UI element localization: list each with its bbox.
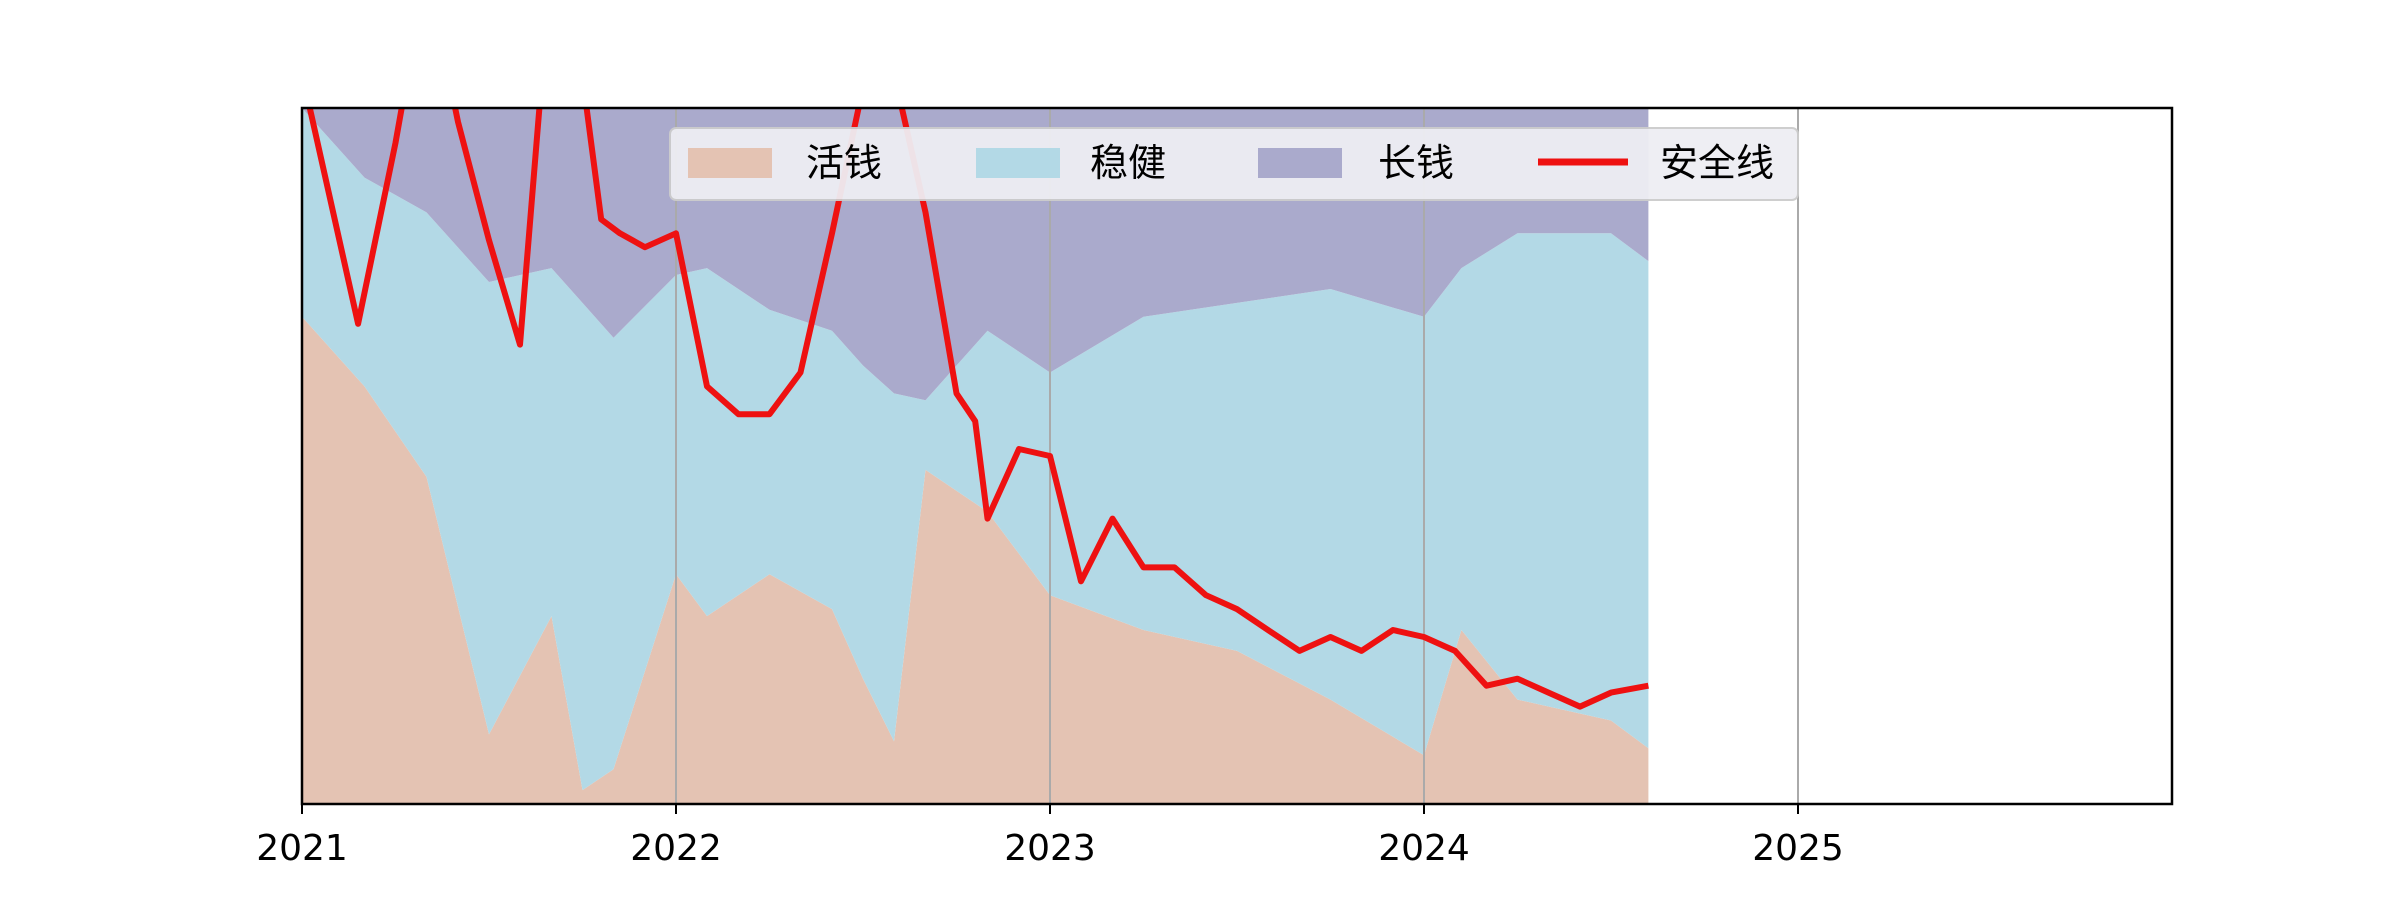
legend-label-changqian: 长钱 xyxy=(1378,141,1454,185)
safety-line xyxy=(306,108,1649,710)
x-tick-label-2023: 2023 xyxy=(1004,828,1096,869)
area-huoqian xyxy=(302,316,1649,804)
x-tick-label-2021: 2021 xyxy=(256,828,348,869)
x-tick-label-2022: 2022 xyxy=(630,828,722,869)
legend-box xyxy=(669,127,1799,201)
safety-line-group xyxy=(306,108,1649,710)
legend-swatch-changqian xyxy=(1258,148,1342,178)
x-tick-label-2024: 2024 xyxy=(1378,828,1470,869)
plot-frame xyxy=(300,106,2174,806)
legend-label-huoqian: 活钱 xyxy=(806,141,882,185)
area-series-group xyxy=(302,108,1649,804)
legend-swatch-huoqian xyxy=(688,148,772,178)
legend-swatch-wenjian xyxy=(976,148,1060,178)
legend-label-anquanxian: 安全线 xyxy=(1660,141,1774,185)
x-axis: 2021 2022 2023 2024 2025 xyxy=(256,804,1844,869)
area-wenjian xyxy=(302,108,1649,791)
x-tick-label-2025: 2025 xyxy=(1752,828,1844,869)
legend-label-wenjian: 稳健 xyxy=(1090,141,1166,185)
legend: 活钱 稳健 长钱 安全线 xyxy=(669,127,1799,201)
